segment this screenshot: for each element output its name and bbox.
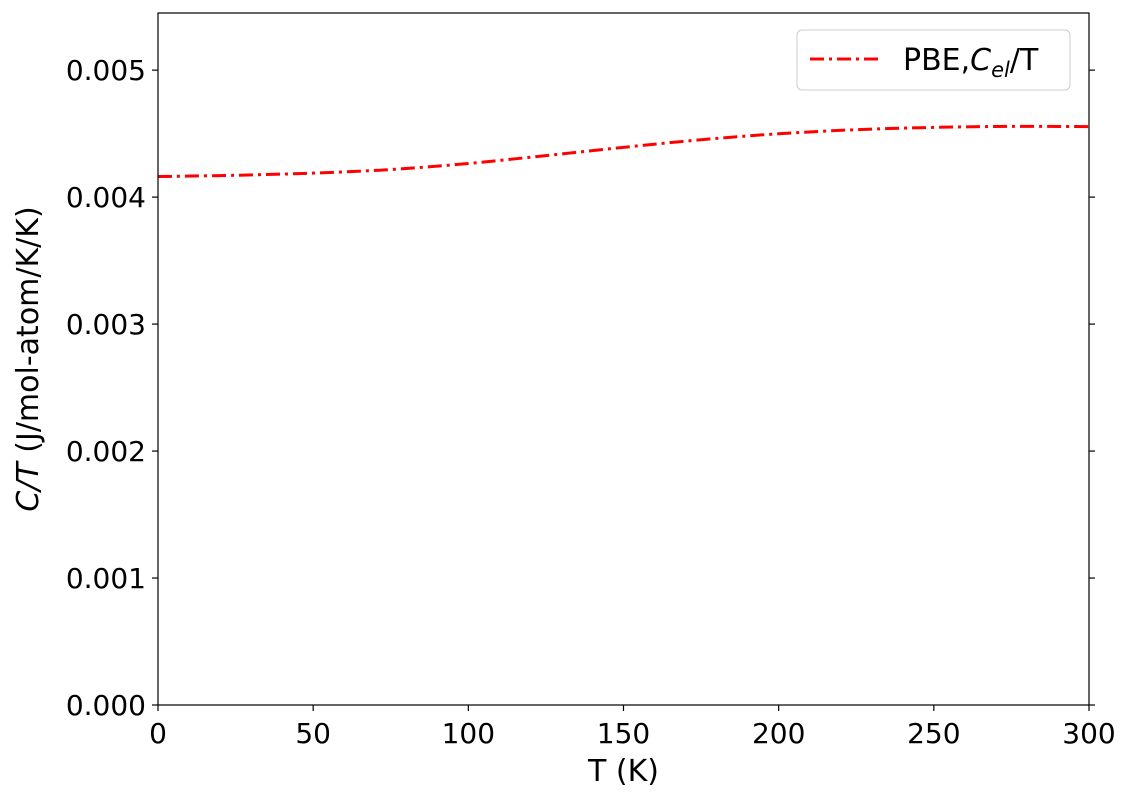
y-axis-ticks: 0.000 0.001 0.002 0.003 0.004 0.005 [66, 54, 1095, 722]
x-tick-label: 200 [752, 717, 805, 750]
y-axis-label-units: (J/mol-atom/K/K) [11, 206, 46, 462]
y-tick-label: 0.005 [66, 54, 146, 87]
y-tick-label: 0.003 [66, 308, 146, 341]
x-axis-ticks: 0 50 100 150 200 250 300 [149, 705, 1116, 750]
legend-label: PBE,Cel/T [903, 43, 1039, 82]
y-axis-label: C/T (J/mol-atom/K/K) [11, 206, 46, 511]
legend-label-subscript: el [991, 58, 1010, 82]
x-tick-label: 50 [295, 717, 331, 750]
x-tick-label: 300 [1062, 717, 1115, 750]
x-tick-label: 150 [597, 717, 650, 750]
x-axis-label: T (K) [587, 754, 659, 789]
y-tick-label: 0.002 [66, 435, 146, 468]
legend-label-suffix: /T [1010, 43, 1039, 78]
legend-label-prefix: PBE, [903, 43, 970, 78]
y-tick-label: 0.001 [66, 562, 146, 595]
y-tick-label: 0.004 [66, 181, 146, 214]
series-line [157, 124, 1090, 179]
x-tick-label: 0 [149, 717, 167, 750]
y-axis-label-symbol: C/T [11, 460, 46, 512]
plot-area-background [158, 13, 1089, 705]
x-tick-label: 250 [907, 717, 960, 750]
y-tick-label: 0.000 [66, 689, 146, 722]
legend-label-symbol: C [970, 43, 991, 78]
legend-box [796, 29, 1071, 91]
legend: PBE,Cel/T [796, 29, 1071, 91]
data-layer [157, 124, 1090, 179]
x-tick-label: 100 [442, 717, 495, 750]
